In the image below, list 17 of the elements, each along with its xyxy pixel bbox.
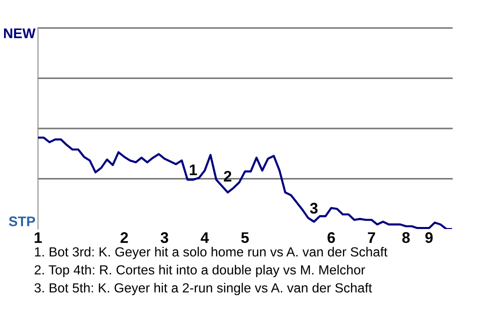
- annotation: 2: [224, 170, 232, 182]
- x-tick-label: 5: [241, 232, 249, 243]
- annotation: 3: [310, 202, 318, 214]
- x-tick-label: 9: [425, 232, 433, 243]
- text: NEW: [4, 28, 36, 38]
- text: 1. Bot 3rd: K. Geyer hit a solo home run vs A. van der Schaft: [35, 246, 388, 260]
- x-tick-label: 7: [368, 232, 376, 243]
- x-tick-label: 2: [120, 232, 128, 243]
- text: 3. Bot 5th: K. Geyer hit a 2-run single vs A. van der Schaft: [34, 282, 372, 296]
- annotation: 1: [190, 164, 197, 176]
- x-tick-label: 3: [160, 232, 168, 244]
- x-tick-label: 1: [34, 232, 42, 243]
- x-tick-label: 8: [402, 232, 410, 243]
- text: STP: [8, 216, 36, 226]
- text: 2. Top 4th: R. Cortes hit into a double play vs M. Melchor: [34, 264, 366, 278]
- x-tick-label: 4: [200, 232, 209, 243]
- x-tick-label: 6: [328, 232, 335, 243]
